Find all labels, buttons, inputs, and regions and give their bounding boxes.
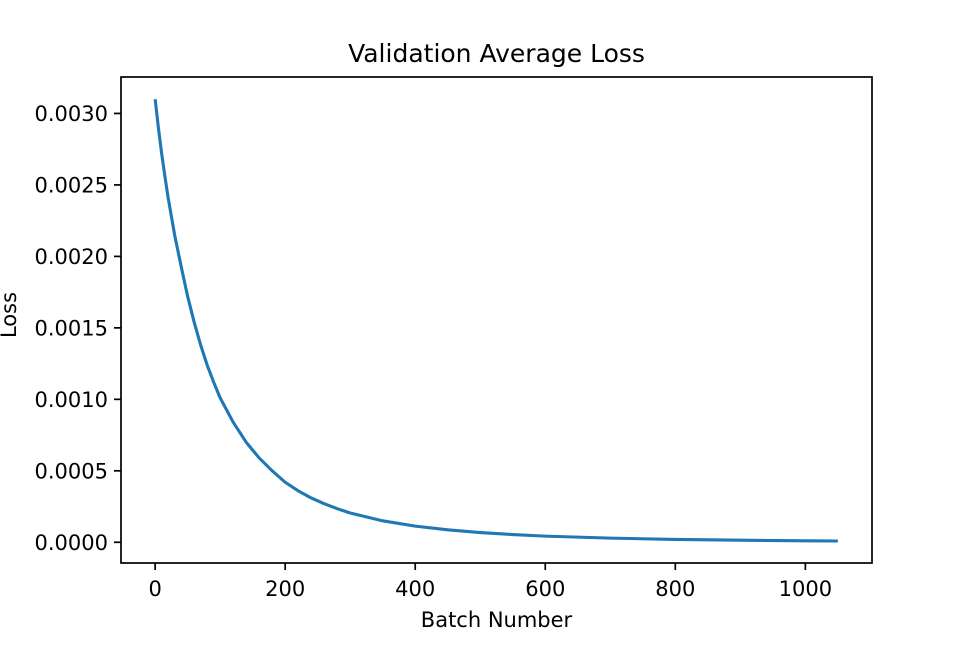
x-tick-label-1000: 1000	[779, 577, 832, 601]
plot-border	[120, 76, 873, 564]
validation-loss-curve	[153, 98, 838, 543]
y-tick-label-0.0015: 0.0015	[35, 316, 108, 340]
y-tick-label-0.0030: 0.0030	[35, 102, 108, 126]
y-tick-label-0.0020: 0.0020	[35, 245, 108, 269]
x-tick-label-0: 0	[148, 577, 161, 601]
y-axis-label: Loss	[0, 292, 21, 338]
x-tick-label-600: 600	[525, 577, 565, 601]
x-axis-label: Batch Number	[421, 608, 573, 632]
x-axis-ticks: 0 200 400 600 800 1000	[148, 563, 832, 601]
y-axis-ticks: 0.0000 0.0005 0.0010 0.0015 0.0020 0.0025 0.00…	[35, 102, 121, 555]
y-tick-label-0.0025: 0.0025	[35, 173, 108, 197]
y-tick-label-0.0010: 0.0010	[35, 388, 108, 412]
y-tick-label-0.0005: 0.0005	[35, 459, 108, 483]
y-tick-label-0.0000: 0.0000	[35, 531, 108, 555]
x-tick-label-200: 200	[265, 577, 305, 601]
x-tick-label-800: 800	[655, 577, 695, 601]
chart-title: Validation Average Loss	[348, 39, 645, 68]
x-tick-label-400: 400	[395, 577, 435, 601]
